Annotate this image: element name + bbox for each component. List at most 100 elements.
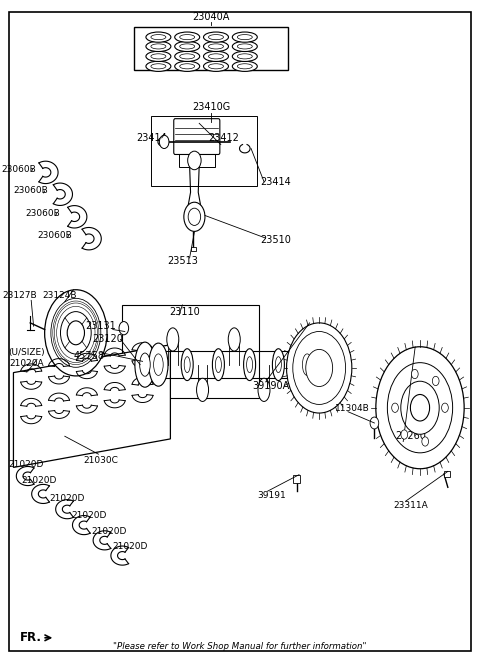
Text: FR.: FR. (20, 631, 42, 644)
Ellipse shape (180, 34, 195, 40)
Circle shape (119, 322, 129, 335)
Circle shape (411, 369, 418, 379)
Bar (444, 471, 450, 477)
Ellipse shape (204, 41, 228, 52)
Ellipse shape (232, 32, 257, 42)
Ellipse shape (208, 34, 224, 40)
Ellipse shape (146, 51, 171, 62)
Bar (293, 475, 300, 483)
Ellipse shape (180, 64, 195, 69)
Ellipse shape (237, 64, 252, 69)
Text: 23127B: 23127B (2, 290, 36, 300)
Ellipse shape (302, 354, 312, 375)
Circle shape (188, 208, 201, 225)
FancyBboxPatch shape (174, 119, 220, 154)
Ellipse shape (276, 357, 281, 373)
Text: 23260: 23260 (395, 431, 426, 442)
Circle shape (410, 394, 430, 421)
Text: 23131: 23131 (85, 321, 116, 332)
Text: 23414: 23414 (136, 133, 167, 143)
Ellipse shape (154, 354, 163, 375)
Text: 23412: 23412 (208, 133, 239, 143)
Text: 45758: 45758 (73, 351, 104, 361)
Ellipse shape (175, 41, 200, 52)
Ellipse shape (151, 64, 166, 69)
Text: 21020D: 21020D (49, 494, 85, 503)
Ellipse shape (146, 32, 171, 42)
Ellipse shape (298, 343, 317, 386)
Text: 23120: 23120 (93, 334, 123, 345)
Ellipse shape (175, 61, 200, 72)
Text: 23510: 23510 (261, 235, 291, 245)
Circle shape (392, 403, 398, 412)
Circle shape (306, 349, 333, 387)
Text: 21020D: 21020D (112, 542, 147, 552)
Ellipse shape (146, 41, 171, 52)
Circle shape (401, 430, 408, 439)
Text: 21020A: 21020A (9, 359, 44, 368)
Circle shape (51, 298, 101, 367)
Text: 23414: 23414 (261, 177, 291, 188)
Ellipse shape (232, 41, 257, 52)
Text: 39190A: 39190A (252, 381, 290, 391)
Ellipse shape (151, 44, 166, 49)
Text: "Please refer to Work Shop Manual for further information": "Please refer to Work Shop Manual for fu… (113, 642, 367, 651)
Ellipse shape (146, 61, 171, 72)
Text: (U/SIZE): (U/SIZE) (8, 348, 45, 357)
Circle shape (45, 290, 107, 376)
Circle shape (401, 381, 439, 434)
Ellipse shape (204, 51, 228, 62)
Bar (151, 116, 257, 186)
Circle shape (376, 347, 464, 469)
Text: 21030C: 21030C (84, 456, 118, 465)
Circle shape (67, 321, 84, 345)
Ellipse shape (180, 44, 195, 49)
Ellipse shape (197, 378, 208, 401)
Circle shape (188, 151, 201, 170)
Text: 23110: 23110 (169, 306, 200, 317)
Bar (191, 247, 196, 251)
Circle shape (387, 363, 453, 453)
Text: 39191: 39191 (257, 491, 286, 501)
Ellipse shape (272, 349, 284, 381)
Text: 23513: 23513 (167, 256, 198, 267)
Text: 23060B: 23060B (2, 164, 36, 174)
Ellipse shape (232, 51, 257, 62)
Ellipse shape (216, 357, 221, 373)
Ellipse shape (258, 378, 270, 401)
Ellipse shape (180, 54, 195, 59)
Text: 23040A: 23040A (192, 11, 230, 22)
Text: 23060B: 23060B (26, 209, 60, 218)
Circle shape (159, 135, 169, 149)
Circle shape (442, 403, 448, 412)
Ellipse shape (149, 343, 168, 386)
Text: 23410G: 23410G (192, 102, 230, 113)
Circle shape (293, 332, 346, 404)
Ellipse shape (167, 328, 179, 351)
Ellipse shape (204, 32, 228, 42)
Ellipse shape (237, 34, 252, 40)
Text: 11304B: 11304B (336, 404, 370, 413)
Text: 23060B: 23060B (14, 186, 48, 196)
Circle shape (432, 377, 439, 386)
Circle shape (422, 437, 429, 446)
Ellipse shape (212, 349, 225, 381)
Ellipse shape (208, 54, 224, 59)
Text: 23060B: 23060B (38, 231, 72, 240)
Ellipse shape (135, 342, 155, 387)
Circle shape (60, 312, 91, 354)
Ellipse shape (232, 61, 257, 72)
Text: 23311A: 23311A (393, 501, 428, 510)
Ellipse shape (175, 51, 200, 62)
Ellipse shape (151, 54, 166, 59)
Text: 21020D: 21020D (71, 511, 107, 520)
Ellipse shape (247, 357, 252, 373)
Circle shape (370, 417, 379, 429)
Ellipse shape (244, 349, 256, 381)
Ellipse shape (237, 54, 252, 59)
Ellipse shape (208, 44, 224, 49)
Text: 21020D: 21020D (9, 459, 44, 469)
Bar (134, 27, 288, 70)
Polygon shape (13, 345, 170, 467)
Ellipse shape (151, 34, 166, 40)
